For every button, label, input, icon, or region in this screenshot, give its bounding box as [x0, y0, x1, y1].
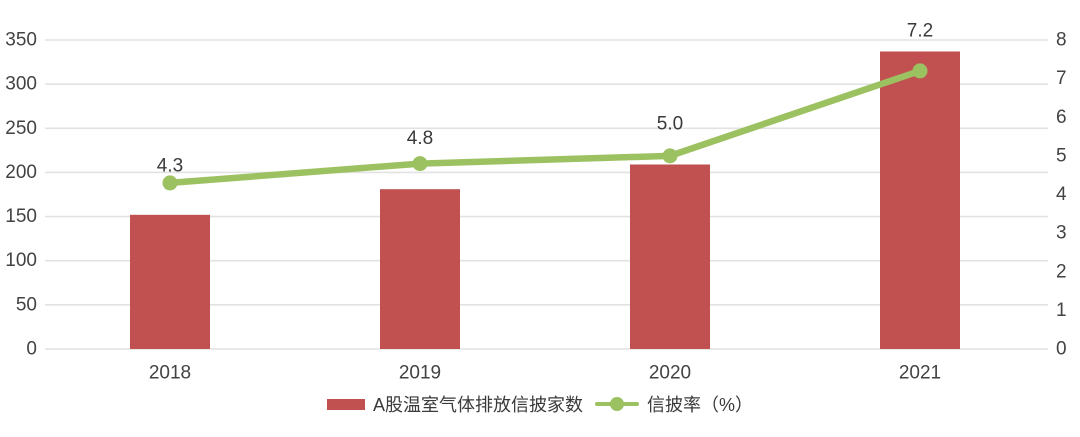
right-axis-tick: 5 — [1056, 145, 1067, 166]
bar-2018 — [130, 214, 210, 349]
disclosure-rate-line — [166, 67, 924, 187]
rate-point-2019 — [412, 156, 428, 172]
right-axis-tick: 2 — [1056, 261, 1067, 282]
left-axis-tick: 150 — [5, 206, 37, 227]
legend-item-line-series: 信披率（%） — [595, 391, 753, 417]
right-axis-tick: 0 — [1056, 339, 1067, 360]
left-axis-tick: 300 — [5, 74, 37, 95]
right-axis-tick: 7 — [1056, 68, 1067, 89]
legend: A股温室气体排放信披家数 信披率（%） — [0, 391, 1080, 417]
line-series-marker-icon — [595, 397, 639, 411]
rate-label-2020: 5.0 — [657, 113, 683, 134]
left-axis-tick: 250 — [5, 118, 37, 139]
x-axis-label-2019: 2019 — [399, 363, 441, 384]
left-axis-tick: 50 — [16, 294, 37, 315]
right-axis-tick: 3 — [1056, 223, 1067, 244]
right-axis-tick: 8 — [1056, 30, 1067, 51]
right-axis-tick: 6 — [1056, 107, 1067, 128]
bar-series-swatch-icon — [326, 398, 365, 410]
rate-label-2019: 4.8 — [407, 128, 433, 149]
x-axis-label-2021: 2021 — [899, 363, 941, 384]
line-dot-icon — [610, 397, 624, 411]
right-axis-tick: 4 — [1056, 184, 1067, 205]
rate-point-2018 — [162, 175, 178, 191]
rate-point-2021 — [912, 63, 928, 79]
bar-series-label: A股温室气体排放信披家数 — [372, 395, 583, 415]
legend-item-bar-series: A股温室气体排放信披家数 — [326, 391, 583, 417]
bar-2019 — [380, 189, 460, 349]
rate-point-2020 — [662, 148, 678, 164]
left-axis-tick: 100 — [5, 250, 37, 271]
rate-label-2021: 7.2 — [907, 20, 933, 41]
line-series-label: 信披率（%） — [647, 395, 754, 415]
x-axis-label-2018: 2018 — [149, 363, 191, 384]
right-axis-tick: 1 — [1056, 300, 1067, 321]
rate-label-2018: 4.3 — [157, 155, 183, 176]
bar-2020 — [630, 164, 710, 349]
bar-2021 — [880, 51, 960, 349]
left-axis-tick: 0 — [26, 339, 37, 360]
x-axis-label-2020: 2020 — [649, 363, 691, 384]
left-axis-tick: 200 — [5, 162, 37, 183]
left-axis-tick: 350 — [5, 30, 37, 51]
